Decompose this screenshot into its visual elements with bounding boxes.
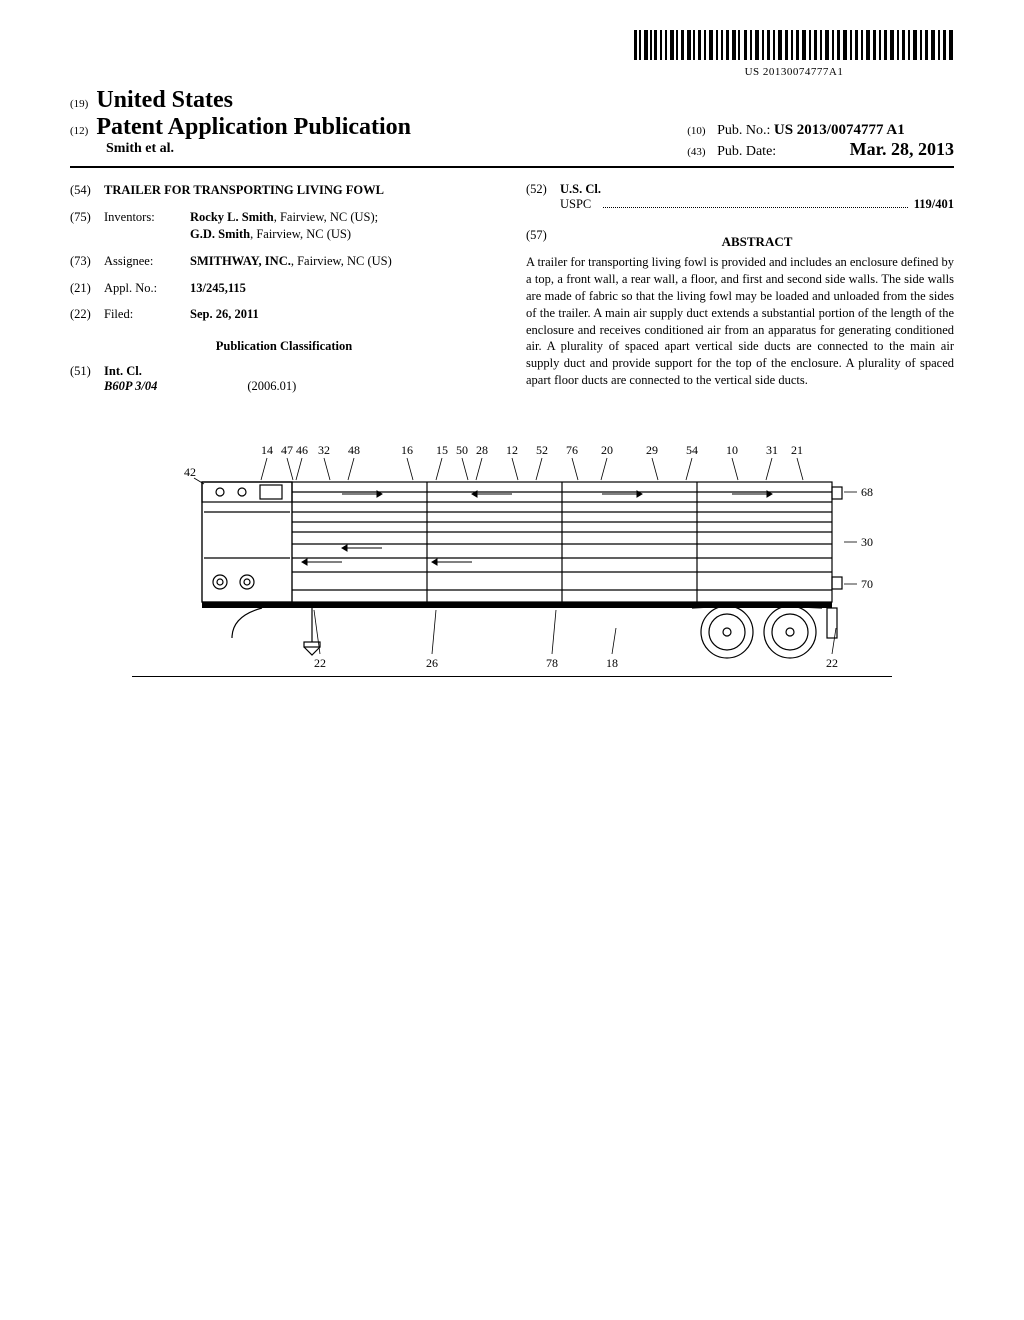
field-uscl: (52) U.S. Cl. — [526, 182, 954, 197]
uscl-value-row: USPC 119/401 — [526, 197, 954, 212]
field-title: (54) TRAILER FOR TRANSPORTING LIVING FOW… — [70, 182, 498, 199]
abstract-num: (57) — [526, 228, 560, 254]
figure-ref-label: 78 — [546, 656, 558, 670]
pubno-value: US 2013/0074777 A1 — [774, 122, 905, 138]
filed-value: Sep. 26, 2011 — [190, 306, 498, 323]
figure-ref-label: 16 — [401, 443, 413, 457]
figure-ref-label: 14 — [261, 443, 273, 457]
figure-ref-label: 29 — [646, 443, 658, 457]
header-rule — [70, 166, 954, 168]
publication-title: Patent Application Publication — [96, 114, 411, 141]
assignee-name: SMITHWAY, INC. — [190, 254, 291, 268]
abstract-text: A trailer for transporting living fowl i… — [526, 254, 954, 389]
figure-ref-label: 18 — [606, 656, 618, 670]
barcode-bars — [634, 30, 954, 60]
assignee-label: Assignee: — [104, 253, 190, 270]
applno-label: Appl. No.: — [104, 280, 190, 297]
right-column: (52) U.S. Cl. USPC 119/401 (57) ABSTRACT… — [526, 182, 954, 394]
invention-title: TRAILER FOR TRANSPORTING LIVING FOWL — [104, 182, 384, 199]
intcl-label: Int. Cl. — [104, 364, 142, 379]
pubdate-value: Mar. 28, 2013 — [850, 139, 954, 159]
field-assignee: (73) Assignee: SMITHWAY, INC., Fairview,… — [70, 253, 498, 270]
figure-ref-label: 70 — [861, 577, 873, 591]
assignee-num: (73) — [70, 253, 104, 270]
figure-ref-label: 48 — [348, 443, 360, 457]
figure-ref-label: 76 — [566, 443, 578, 457]
figure-ref-label: 22 — [826, 656, 838, 670]
title-num: (54) — [70, 182, 104, 199]
intcl-value-row: B60P 3/04 (2006.01) — [70, 379, 498, 394]
figure-ref-label: 50 — [456, 443, 468, 457]
content-columns: (54) TRAILER FOR TRANSPORTING LIVING FOW… — [70, 182, 954, 394]
inventors-label: Inventors: — [104, 209, 190, 243]
intcl-code: B60P 3/04 — [104, 379, 157, 394]
inventor-loc-1: , Fairview, NC (US) — [250, 227, 351, 241]
figure-ref-label: 26 — [426, 656, 438, 670]
figure-ref-label: 28 — [476, 443, 488, 457]
figure-ref-label: 42 — [184, 465, 196, 479]
barcode-block: US 20130074777A1 — [70, 30, 954, 79]
pubclass-heading: Publication Classification — [70, 339, 498, 354]
uscl-num: (52) — [526, 182, 560, 197]
pub-type-num: (12) — [70, 125, 88, 137]
figure-ref-label: 30 — [861, 535, 873, 549]
dotted-leader — [603, 207, 907, 208]
intcl-year: (2006.01) — [247, 379, 296, 394]
filed-label: Filed: — [104, 306, 190, 323]
trailer-figure-svg: 14 4746 32 48 16 15 50 28 12 52 76 20 29 54 10 31 21 42 68… — [132, 432, 892, 672]
barcode: US 20130074777A1 — [634, 30, 954, 78]
figure: 14 4746 32 48 16 15 50 28 12 52 76 20 29 54 10 31 21 42 68… — [70, 432, 954, 677]
barcode-text: US 20130074777A1 — [634, 66, 954, 78]
author-line: Smith et al. — [106, 141, 411, 157]
country-num: (19) — [70, 98, 88, 110]
applno-num: (21) — [70, 280, 104, 297]
figure-ref-label: 32 — [318, 443, 330, 457]
header-block: (19) United States (12) Patent Applicati… — [70, 87, 954, 160]
applno-value: 13/245,115 — [190, 280, 498, 297]
pubdate-num: (43) — [687, 146, 705, 158]
inventors-num: (75) — [70, 209, 104, 243]
figure-ref-label: 46 — [296, 443, 308, 457]
assignee-loc: , Fairview, NC (US) — [291, 254, 392, 268]
pubno-num: (10) — [687, 125, 705, 137]
figure-ref-label: 20 — [601, 443, 613, 457]
figure-ref-label: 54 — [686, 443, 698, 457]
field-intcl: (51) Int. Cl. — [70, 364, 498, 379]
field-inventors: (75) Inventors: Rocky L. Smith, Fairview… — [70, 209, 498, 243]
figure-ref-label: 31 — [766, 443, 778, 457]
abstract-heading: ABSTRACT — [560, 234, 954, 250]
figure-ref-label: 68 — [861, 485, 873, 499]
abstract-head-row: (57) ABSTRACT — [526, 228, 954, 254]
uscl-value: 119/401 — [914, 197, 954, 212]
figure-ref-label: 52 — [536, 443, 548, 457]
inventor-name-1: G.D. Smith — [190, 227, 250, 241]
country-name: United States — [96, 87, 233, 114]
inventor-loc-0: , Fairview, NC (US); — [274, 210, 378, 224]
pubdate-label: Pub. Date: — [717, 144, 776, 159]
filed-num: (22) — [70, 306, 104, 323]
figure-ref-label: 12 — [506, 443, 518, 457]
left-column: (54) TRAILER FOR TRANSPORTING LIVING FOW… — [70, 182, 498, 394]
figure-baseline — [132, 676, 892, 677]
inventors-value: Rocky L. Smith, Fairview, NC (US); G.D. … — [190, 209, 498, 243]
uscl-label: U.S. Cl. — [560, 182, 601, 197]
inventor-name-0: Rocky L. Smith — [190, 210, 274, 224]
figure-ref-label: 15 — [436, 443, 448, 457]
pubno-label: Pub. No.: — [717, 123, 770, 138]
figure-ref-label: 21 — [791, 443, 803, 457]
figure-ref-label: 10 — [726, 443, 738, 457]
uscl-sublabel: USPC — [560, 197, 591, 212]
field-applno: (21) Appl. No.: 13/245,115 — [70, 280, 498, 297]
assignee-value: SMITHWAY, INC., Fairview, NC (US) — [190, 253, 498, 270]
field-filed: (22) Filed: Sep. 26, 2011 — [70, 306, 498, 323]
figure-ref-label: 22 — [314, 656, 326, 670]
figure-ref-label: 47 — [281, 443, 293, 457]
intcl-num: (51) — [70, 364, 104, 379]
